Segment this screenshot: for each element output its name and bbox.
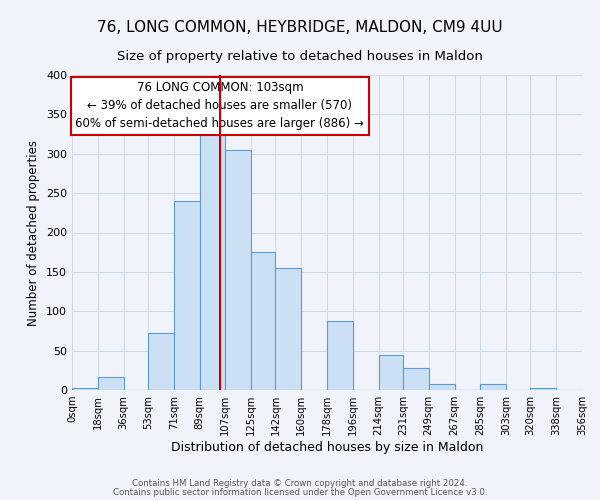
Bar — [429, 384, 455, 390]
Bar — [379, 354, 403, 390]
Text: Contains HM Land Registry data © Crown copyright and database right 2024.: Contains HM Land Registry data © Crown c… — [132, 478, 468, 488]
Text: 76 LONG COMMON: 103sqm
← 39% of detached houses are smaller (570)
60% of semi-de: 76 LONG COMMON: 103sqm ← 39% of detached… — [76, 82, 364, 130]
Text: Contains public sector information licensed under the Open Government Licence v3: Contains public sector information licen… — [113, 488, 487, 497]
Bar — [72, 388, 98, 390]
Bar — [199, 126, 225, 390]
Bar — [480, 384, 506, 390]
Bar — [275, 268, 301, 390]
Bar — [251, 252, 275, 390]
Bar — [403, 368, 429, 390]
Text: 76, LONG COMMON, HEYBRIDGE, MALDON, CM9 4UU: 76, LONG COMMON, HEYBRIDGE, MALDON, CM9 … — [97, 20, 503, 35]
Bar — [148, 334, 174, 390]
Bar — [530, 388, 556, 390]
Bar — [98, 378, 124, 390]
Y-axis label: Number of detached properties: Number of detached properties — [28, 140, 40, 326]
X-axis label: Distribution of detached houses by size in Maldon: Distribution of detached houses by size … — [171, 441, 483, 454]
Bar — [327, 320, 353, 390]
Text: Size of property relative to detached houses in Maldon: Size of property relative to detached ho… — [117, 50, 483, 63]
Bar — [225, 150, 251, 390]
Bar — [174, 201, 199, 390]
